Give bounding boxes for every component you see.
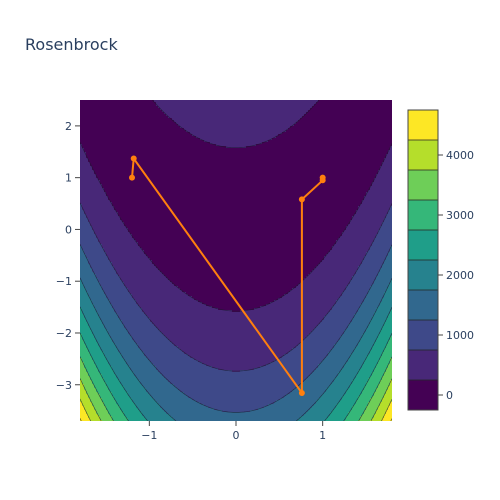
- colorbar-tick-label: 1000: [446, 329, 474, 342]
- colorbar-frame: [407, 109, 439, 411]
- colorbar-segment: [408, 140, 438, 171]
- colorbar-segment: [408, 170, 438, 201]
- colorbar-segment: [408, 110, 438, 141]
- x-axis: −1 0 1: [141, 421, 326, 442]
- path-point[interactable]: [319, 174, 326, 181]
- x-tick-label: 0: [233, 429, 240, 442]
- colorbar-tick-label: 2000: [446, 269, 474, 282]
- x-tick-label: −1: [141, 429, 157, 442]
- contour-fill: [80, 100, 392, 421]
- path-point[interactable]: [129, 174, 135, 181]
- path-point[interactable]: [298, 196, 305, 203]
- colorbar-segment: [408, 350, 438, 381]
- colorbar-segment: [408, 230, 438, 261]
- colorbar-segment: [408, 380, 438, 411]
- y-tick-label: 2: [65, 120, 72, 133]
- y-tick-label: 1: [65, 172, 72, 185]
- colorbar-tick-label: 4000: [446, 149, 474, 162]
- chart-title: Rosenbrock: [25, 35, 118, 54]
- y-tick-label: −2: [56, 327, 72, 340]
- path-point[interactable]: [130, 155, 137, 162]
- colorbar-segment: [408, 290, 438, 321]
- colorbar-segment: [408, 320, 438, 351]
- x-tick-label: 1: [319, 429, 326, 442]
- colorbar-segment: [408, 260, 438, 291]
- y-axis: 2 1 0 −1 −2 −3: [56, 120, 80, 392]
- colorbar-tick-label: 0: [446, 389, 453, 402]
- optimizer-path: [129, 155, 326, 397]
- y-tick-label: 0: [65, 223, 72, 236]
- colorbar-tick-label: 3000: [446, 209, 474, 222]
- y-tick-label: −1: [56, 275, 72, 288]
- path-point[interactable]: [298, 390, 305, 397]
- colorbar-segment: [408, 200, 438, 231]
- plot-area[interactable]: [80, 100, 393, 423]
- colorbar: 4000 3000 2000 1000 0: [407, 109, 474, 411]
- contour-lines: [80, 100, 392, 421]
- y-tick-label: −3: [56, 379, 72, 392]
